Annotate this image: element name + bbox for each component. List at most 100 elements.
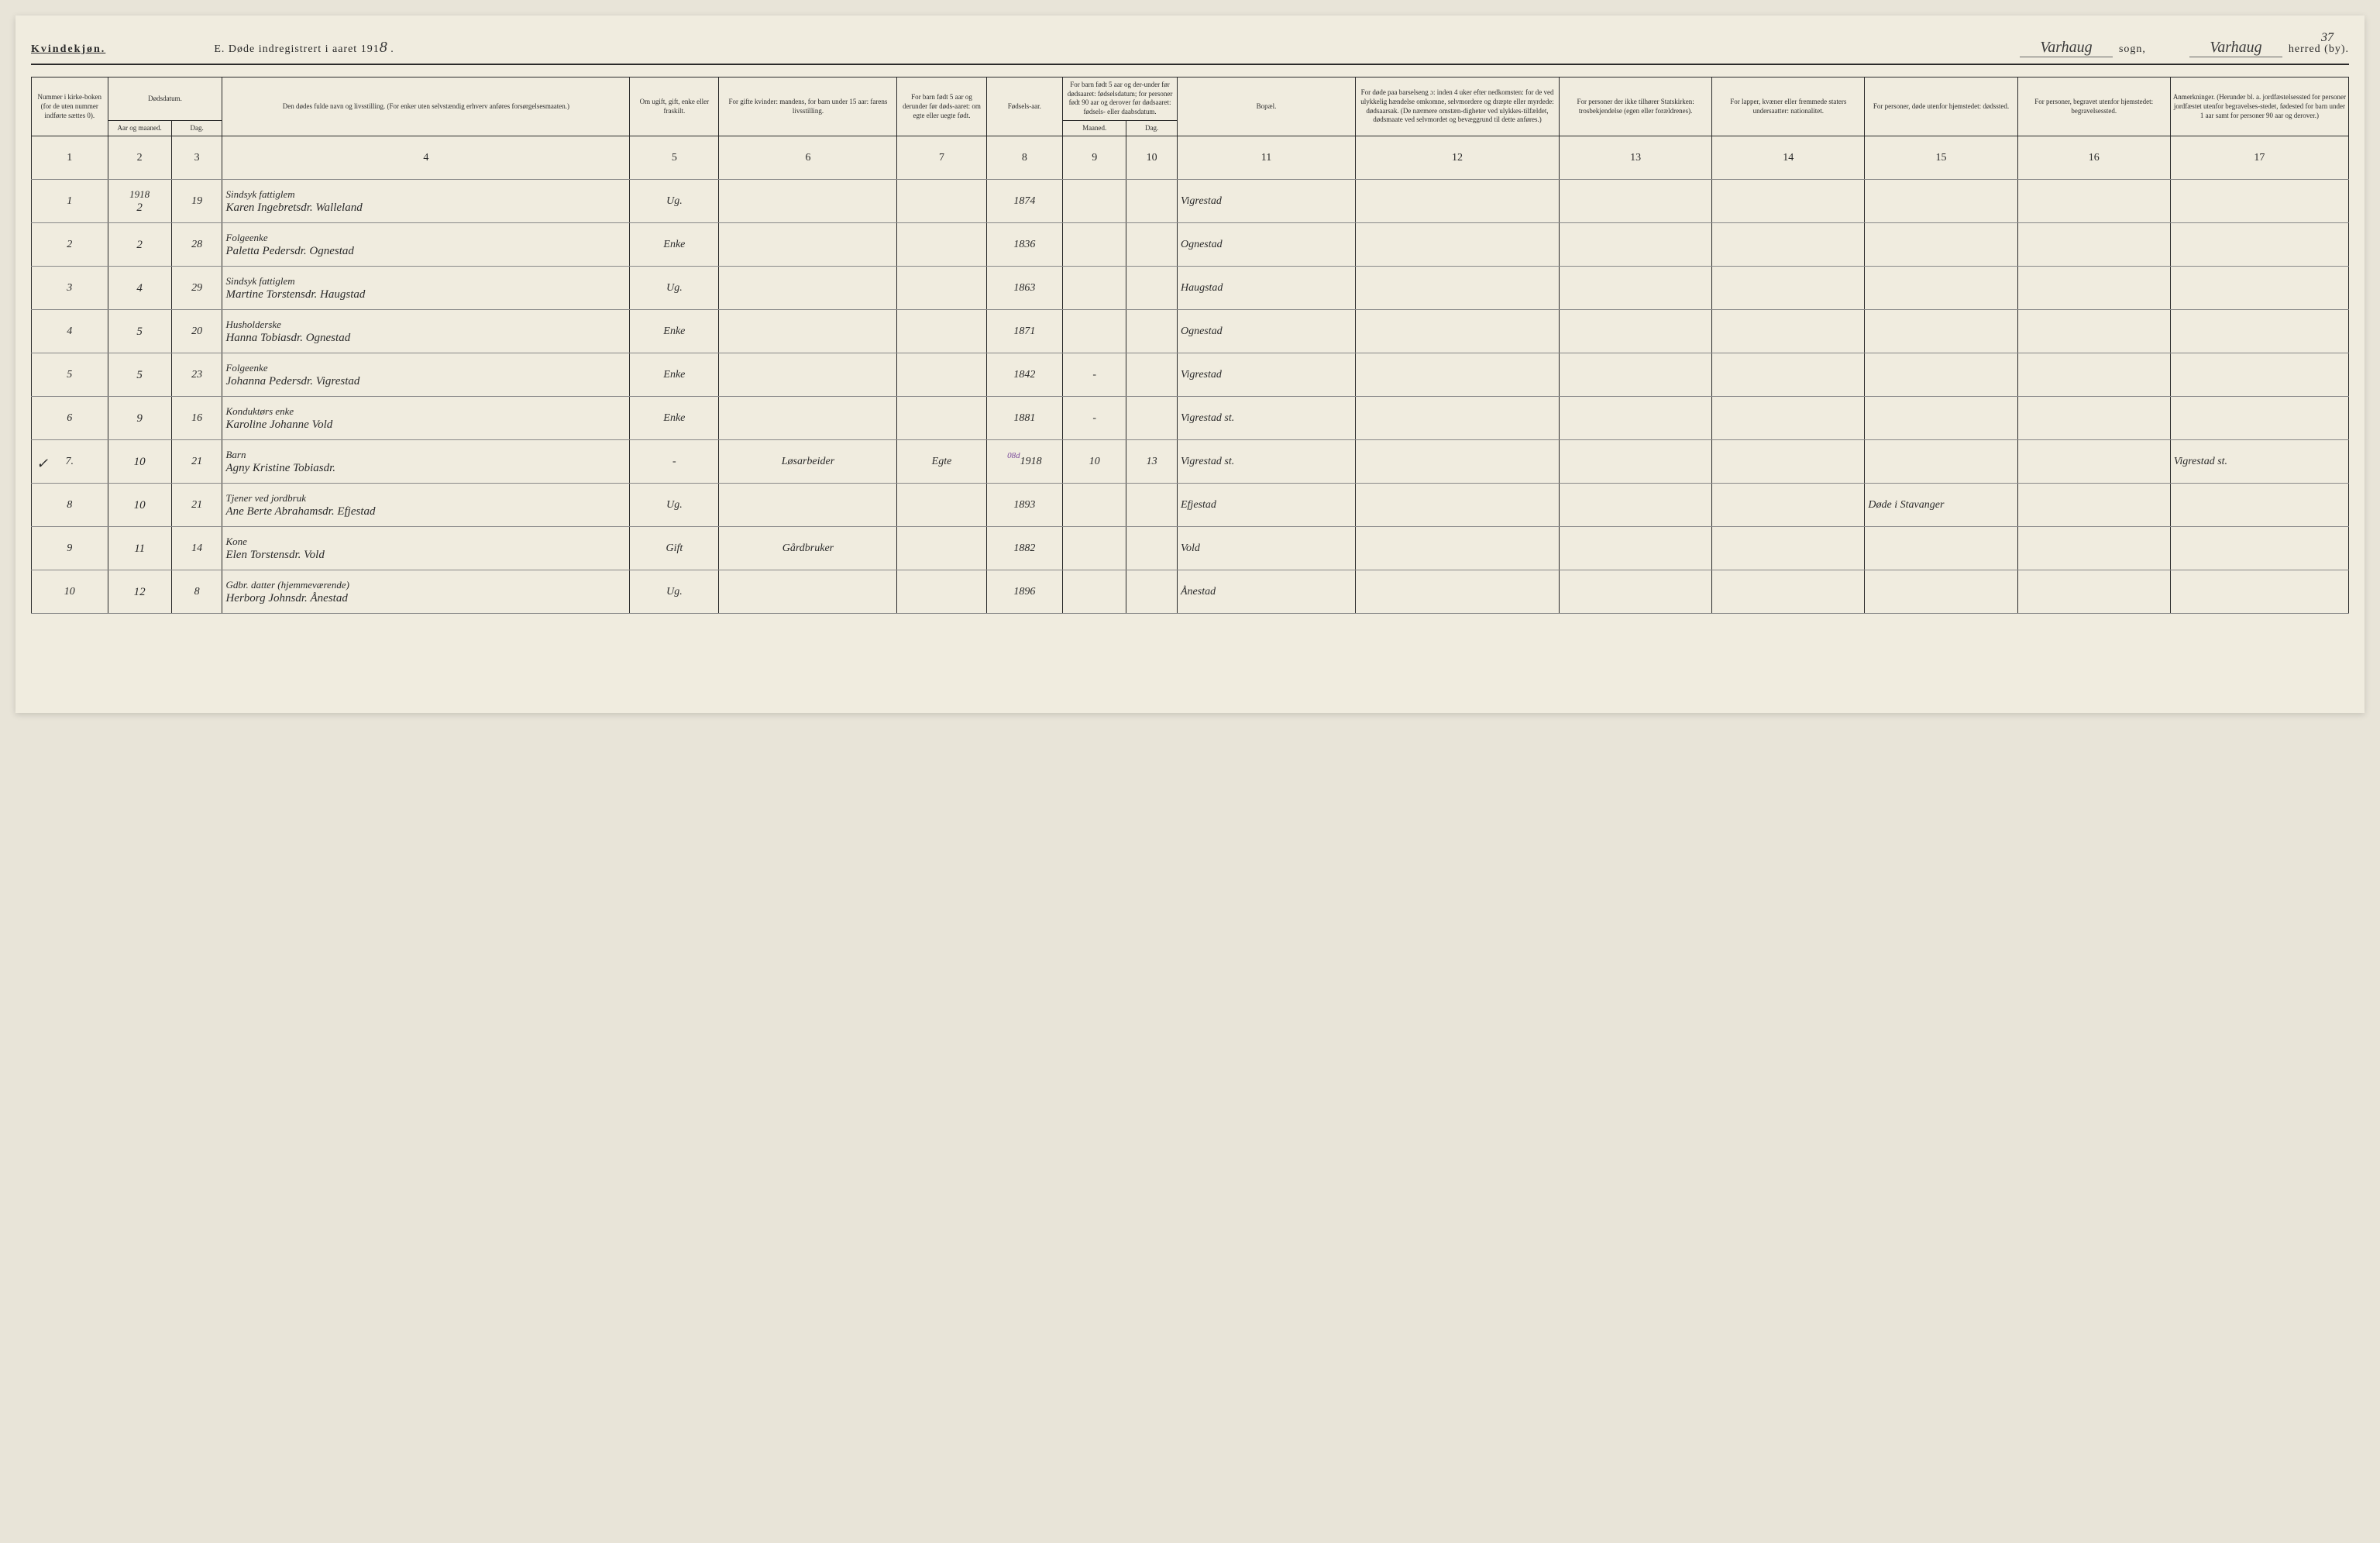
- herred-value: Varhaug: [2189, 39, 2282, 57]
- cell-status: Ug.: [630, 570, 719, 614]
- cell-day: 29: [171, 267, 222, 310]
- cell-notes: [2170, 484, 2348, 527]
- cell-num: 2: [32, 223, 108, 267]
- cell-year: 1882: [986, 527, 1063, 570]
- col-tros: For personer der ikke tilhører Statskirk…: [1560, 77, 1712, 136]
- cell-nat: [1712, 440, 1865, 484]
- cell-bday: [1126, 310, 1178, 353]
- cell-father: [719, 310, 897, 353]
- col-nummer: Nummer i kirke-boken (for de uten nummer…: [32, 77, 108, 136]
- cell-faith: [1560, 440, 1712, 484]
- cell-day: 19: [171, 180, 222, 223]
- cell-nat: [1712, 310, 1865, 353]
- cell-num: 1: [32, 180, 108, 223]
- colnum: 14: [1712, 136, 1865, 180]
- cell-notes: [2170, 353, 2348, 397]
- col-dag2: Dag.: [1126, 120, 1178, 136]
- cell-day: 21: [171, 484, 222, 527]
- cell-month: 2: [108, 223, 171, 267]
- cell-burial: [2017, 570, 2170, 614]
- col-aar-maaned: Aar og maaned.: [108, 120, 171, 136]
- cell-nat: [1712, 397, 1865, 440]
- colnum: 16: [2017, 136, 2170, 180]
- table-row: 8 10 21 Tjener ved jordbrukAne Berte Abr…: [32, 484, 2349, 527]
- cell-deathplace: [1865, 397, 2017, 440]
- cell-faith: [1560, 527, 1712, 570]
- cell-bday: [1126, 484, 1178, 527]
- cell-name: Gdbr. datter (hjemmeværende)Herborg John…: [222, 570, 630, 614]
- colnum: 6: [719, 136, 897, 180]
- death-register-table: Nummer i kirke-boken (for de uten nummer…: [31, 77, 2349, 614]
- title-period: .: [387, 43, 394, 56]
- table-row: 10 12 8 Gdbr. datter (hjemmeværende)Herb…: [32, 570, 2349, 614]
- page-header: Kvindekjøn. E. Døde indregistrert i aare…: [31, 39, 2349, 65]
- cell-year: 1863: [986, 267, 1063, 310]
- colnum: 8: [986, 136, 1063, 180]
- table-row: 2 2 28 FolgeenkePaletta Pedersdr. Ognest…: [32, 223, 2349, 267]
- cell-egte: [897, 310, 986, 353]
- colnum: 9: [1063, 136, 1126, 180]
- cell-notes: [2170, 570, 2348, 614]
- cell-day: 16: [171, 397, 222, 440]
- cell-day: 23: [171, 353, 222, 397]
- cell-faith: [1560, 180, 1712, 223]
- cell-num: 3: [32, 267, 108, 310]
- cell-status: Enke: [630, 397, 719, 440]
- cell-num: 5: [32, 353, 108, 397]
- cell-name: FolgeenkeJohanna Pedersdr. Vigrestad: [222, 353, 630, 397]
- cell-burial: [2017, 310, 2170, 353]
- col-dag: Dag.: [171, 120, 222, 136]
- cell-notes: [2170, 527, 2348, 570]
- col-status: Om ugift, gift, enke eller fraskilt.: [630, 77, 719, 136]
- cell-name: Tjener ved jordbrukAne Berte Abrahamsdr.…: [222, 484, 630, 527]
- cell-year: 1842: [986, 353, 1063, 397]
- cell-father: [719, 267, 897, 310]
- cell-nat: [1712, 527, 1865, 570]
- cell-num: 9: [32, 527, 108, 570]
- cell-egte: [897, 397, 986, 440]
- cell-day: 8: [171, 570, 222, 614]
- column-numbers-row: 1 2 3 4 5 6 7 8 9 10 11 12 13 14 15 16 1…: [32, 136, 2349, 180]
- cell-bmonth: [1063, 527, 1126, 570]
- cell-notes: [2170, 223, 2348, 267]
- cell-bday: [1126, 527, 1178, 570]
- table-row: 9 11 14 KoneElen Torstensdr. Vold Gift G…: [32, 527, 2349, 570]
- cell-egte: [897, 570, 986, 614]
- cell-bmonth: [1063, 267, 1126, 310]
- cell-notes: Vigrestad st.: [2170, 440, 2348, 484]
- cell-burial: [2017, 440, 2170, 484]
- cell-day: 28: [171, 223, 222, 267]
- sogn-label: sogn,: [2119, 43, 2146, 56]
- cell-burial: [2017, 397, 2170, 440]
- herred-label: herred (by).: [2289, 43, 2349, 56]
- sogn-group: Varhaug sogn, Varhaug herred (by).: [2020, 39, 2349, 57]
- register-page: 37 Kvindekjøn. E. Døde indregistrert i a…: [15, 15, 2365, 713]
- cell-bmonth: [1063, 570, 1126, 614]
- cell-bmonth: -: [1063, 353, 1126, 397]
- cell-burial: [2017, 353, 2170, 397]
- cell-faith: [1560, 570, 1712, 614]
- cell-name: BarnAgny Kristine Tobiasdr.: [222, 440, 630, 484]
- cell-bday: [1126, 397, 1178, 440]
- cell-egte: [897, 180, 986, 223]
- cell-name: KoneElen Torstensdr. Vold: [222, 527, 630, 570]
- cell-month: 9: [108, 397, 171, 440]
- cell-month: 12: [108, 570, 171, 614]
- colnum: 2: [108, 136, 171, 180]
- cell-faith: [1560, 353, 1712, 397]
- col-anmerkninger: Anmerkninger. (Herunder bl. a. jordfæste…: [2170, 77, 2348, 136]
- col-navn: Den dødes fulde navn og livsstilling. (F…: [222, 77, 630, 136]
- cell-status: Enke: [630, 310, 719, 353]
- colnum: 1: [32, 136, 108, 180]
- colnum: 15: [1865, 136, 2017, 180]
- cell-month: 10: [108, 484, 171, 527]
- cell-nat: [1712, 570, 1865, 614]
- table-row: 5 5 23 FolgeenkeJohanna Pedersdr. Vigres…: [32, 353, 2349, 397]
- colnum: 11: [1177, 136, 1355, 180]
- cell-bday: 13: [1126, 440, 1178, 484]
- cell-bopael: Vold: [1177, 527, 1355, 570]
- cell-cause: [1356, 397, 1560, 440]
- cell-num: 8: [32, 484, 108, 527]
- cell-year: 1893: [986, 484, 1063, 527]
- cell-deathplace: [1865, 440, 2017, 484]
